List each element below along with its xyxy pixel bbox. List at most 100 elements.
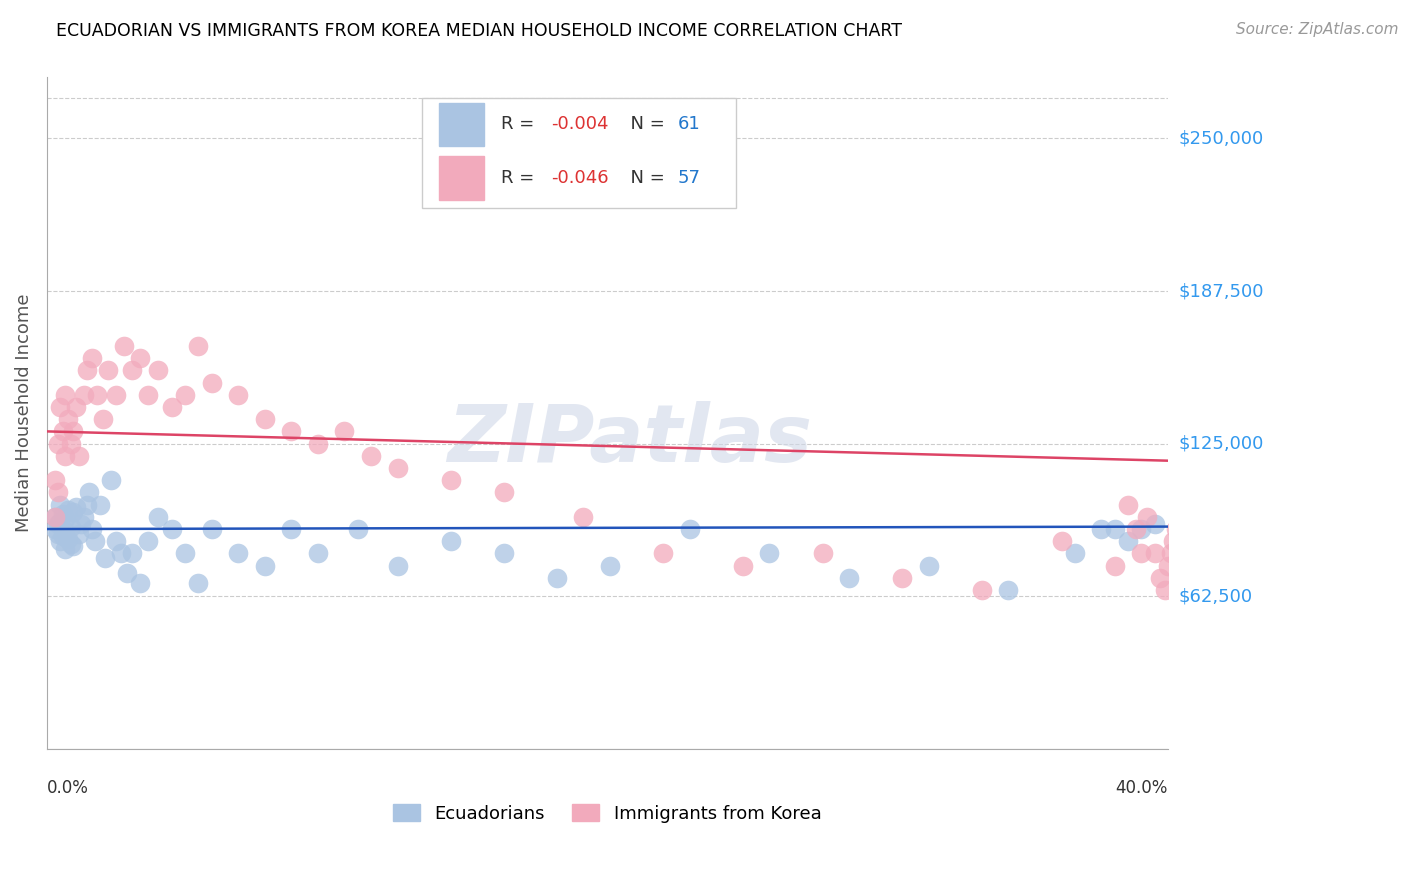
Point — [97, 363, 120, 377]
Point — [100, 473, 122, 487]
Point — [83, 534, 105, 549]
Text: $187,500: $187,500 — [1180, 282, 1264, 300]
Point — [104, 388, 127, 402]
Point — [104, 534, 127, 549]
Point — [49, 498, 72, 512]
Point — [1157, 558, 1180, 573]
Point — [55, 512, 77, 526]
Point — [360, 449, 382, 463]
Point — [52, 425, 75, 439]
Point — [546, 571, 568, 585]
Point — [970, 583, 993, 598]
Point — [62, 505, 84, 519]
Point — [440, 473, 463, 487]
Point — [46, 436, 69, 450]
Point — [80, 351, 103, 366]
Point — [387, 461, 409, 475]
Point — [49, 515, 72, 529]
Point — [44, 473, 66, 487]
Text: Source: ZipAtlas.com: Source: ZipAtlas.com — [1236, 22, 1399, 37]
Text: R =: R = — [501, 169, 540, 187]
Point — [1116, 498, 1139, 512]
Point — [346, 522, 368, 536]
Text: N =: N = — [619, 115, 671, 134]
Point — [67, 527, 90, 541]
Text: $125,000: $125,000 — [1180, 434, 1264, 452]
Point — [200, 376, 222, 390]
Point — [200, 522, 222, 536]
Point — [174, 546, 197, 560]
Point — [62, 425, 84, 439]
Point — [121, 363, 143, 377]
Point — [73, 388, 96, 402]
Point — [253, 412, 276, 426]
Point — [56, 532, 79, 546]
Point — [52, 508, 75, 522]
Point — [1136, 509, 1159, 524]
Point — [46, 527, 69, 541]
Text: $250,000: $250,000 — [1180, 129, 1264, 147]
Point — [128, 351, 150, 366]
Point — [65, 500, 87, 514]
Point — [307, 436, 329, 450]
Point — [55, 524, 77, 539]
Point — [52, 529, 75, 543]
Point — [307, 546, 329, 560]
Point — [997, 583, 1019, 598]
Point — [253, 558, 276, 573]
Point — [440, 534, 463, 549]
Point — [1161, 534, 1184, 549]
Point — [44, 509, 66, 524]
Point — [67, 449, 90, 463]
Point — [112, 339, 135, 353]
Legend: Ecuadorians, Immigrants from Korea: Ecuadorians, Immigrants from Korea — [384, 795, 831, 831]
Point — [59, 537, 82, 551]
Text: R =: R = — [501, 115, 540, 134]
Point — [1063, 546, 1085, 560]
Point — [55, 388, 77, 402]
Point — [280, 522, 302, 536]
Point — [76, 498, 98, 512]
Point — [572, 509, 595, 524]
Point — [86, 388, 108, 402]
Point — [46, 485, 69, 500]
Point — [49, 534, 72, 549]
Point — [838, 571, 860, 585]
Point — [94, 551, 117, 566]
Point — [1130, 546, 1153, 560]
Text: $62,500: $62,500 — [1180, 587, 1253, 605]
Point — [121, 546, 143, 560]
Point — [46, 517, 69, 532]
Point — [1143, 517, 1166, 532]
Point — [56, 502, 79, 516]
Point — [652, 546, 675, 560]
Point — [731, 558, 754, 573]
Text: 57: 57 — [678, 169, 702, 187]
Point — [1125, 522, 1147, 536]
Point — [55, 449, 77, 463]
Text: 61: 61 — [678, 115, 700, 134]
Point — [136, 534, 159, 549]
Point — [65, 400, 87, 414]
Point — [110, 546, 132, 560]
Point — [811, 546, 834, 560]
Point — [1050, 534, 1073, 549]
Point — [160, 522, 183, 536]
Point — [280, 425, 302, 439]
Text: N =: N = — [619, 169, 671, 187]
Point — [1164, 522, 1187, 536]
Point — [91, 412, 114, 426]
Point — [1104, 522, 1126, 536]
Point — [492, 546, 515, 560]
Text: 40.0%: 40.0% — [1115, 780, 1168, 797]
FancyBboxPatch shape — [422, 97, 737, 209]
Point — [1143, 546, 1166, 560]
Point — [679, 522, 702, 536]
Point — [59, 519, 82, 533]
Point — [62, 539, 84, 553]
Text: ECUADORIAN VS IMMIGRANTS FROM KOREA MEDIAN HOUSEHOLD INCOME CORRELATION CHART: ECUADORIAN VS IMMIGRANTS FROM KOREA MEDI… — [56, 22, 903, 40]
Point — [1130, 522, 1153, 536]
Point — [226, 546, 249, 560]
Point — [55, 541, 77, 556]
Point — [148, 363, 170, 377]
